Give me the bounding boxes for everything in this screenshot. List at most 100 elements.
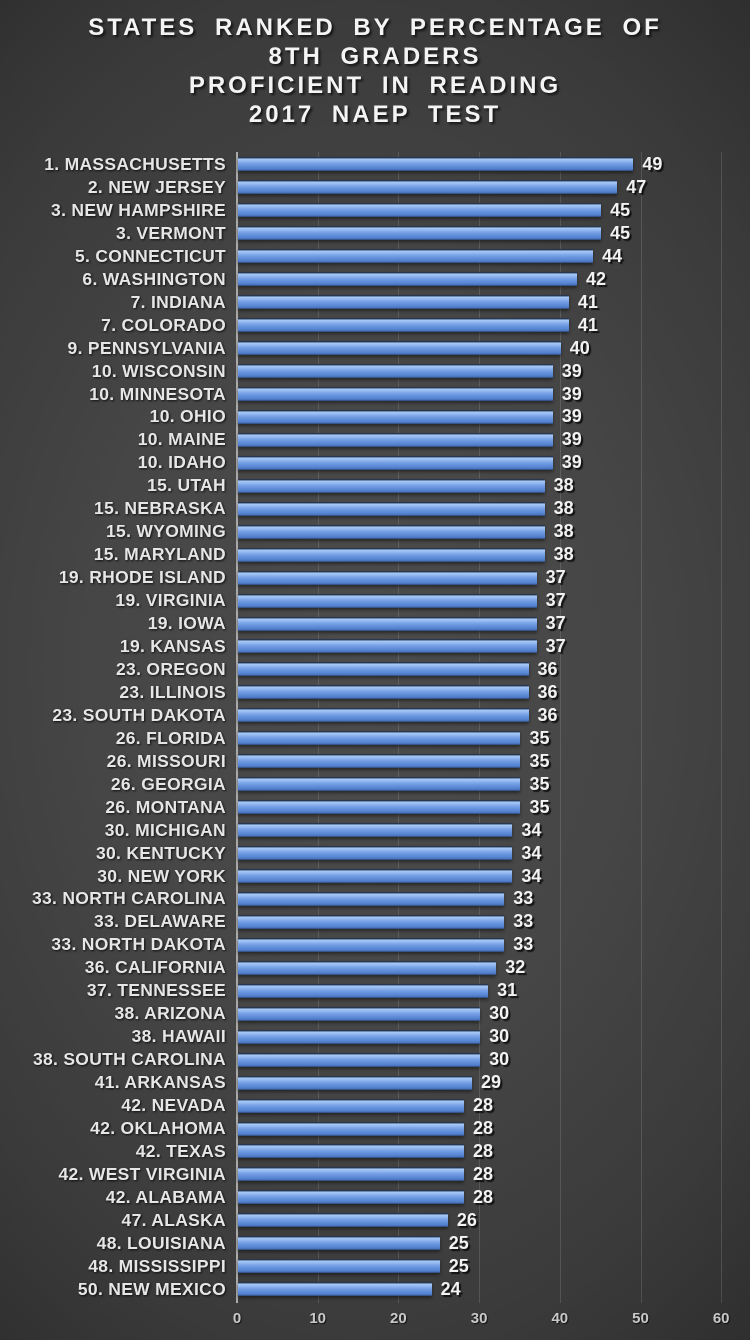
- value-label: 33: [513, 934, 534, 955]
- bar-track: 31: [238, 980, 750, 1001]
- bar-track: 36: [238, 682, 750, 703]
- value-label: 37: [545, 567, 566, 588]
- bar-track: 42: [238, 269, 750, 290]
- table-row: 30. KENTUCKY 34: [0, 842, 750, 865]
- value-label: 39: [561, 406, 582, 427]
- state-label: 26. MONTANA: [105, 796, 226, 817]
- value-label: 38: [553, 498, 574, 519]
- table-row: 19. IOWA 37: [0, 612, 750, 635]
- state-label: 26. MISSOURI: [106, 750, 226, 771]
- state-label: 3. VERMONT: [116, 222, 226, 243]
- bar-track: 34: [238, 820, 750, 841]
- table-row: 50. NEW MEXICO 24: [0, 1278, 750, 1301]
- bar: [238, 662, 529, 677]
- state-label: 26. GEORGIA: [110, 773, 226, 794]
- bar-track: 41: [238, 315, 750, 336]
- bar: [238, 387, 553, 401]
- bar: [238, 203, 602, 218]
- bar: [238, 1121, 464, 1136]
- bar: [238, 1052, 481, 1067]
- bar-track: 33: [238, 911, 750, 932]
- y-axis-line: [236, 152, 238, 1303]
- table-row: 6. WASHINGTON 42: [0, 268, 750, 291]
- value-label: 45: [610, 199, 631, 220]
- bar-track: 30: [238, 1003, 750, 1024]
- state-label: 19. VIRGINIA: [115, 590, 226, 611]
- table-row: 26. MISSOURI 35: [0, 750, 750, 773]
- state-label: 33. NORTH DAKOTA: [51, 934, 226, 955]
- bar: [238, 272, 577, 287]
- value-label: 49: [642, 153, 663, 174]
- x-tick-label: 10: [309, 1310, 327, 1327]
- bar-track: 39: [238, 429, 750, 450]
- bar: [238, 708, 529, 723]
- table-row: 42. TEXAS 28: [0, 1140, 750, 1163]
- bar: [238, 937, 505, 952]
- state-label: 19. IOWA: [147, 613, 226, 634]
- value-label: 36: [537, 658, 558, 679]
- value-label: 28: [472, 1095, 493, 1116]
- state-label: 10. OHIO: [149, 406, 226, 427]
- value-label: 32: [505, 957, 526, 978]
- state-label: 7. INDIANA: [130, 291, 226, 312]
- bar-track: 30: [238, 1049, 750, 1070]
- bar-track: 36: [238, 659, 750, 680]
- bar: [238, 1098, 464, 1113]
- bar-track: 37: [238, 567, 750, 588]
- bar-track: 28: [238, 1118, 750, 1139]
- bar-track: 34: [238, 843, 750, 864]
- value-label: 36: [537, 681, 558, 702]
- table-row: 19. VIRGINIA 37: [0, 589, 750, 612]
- bar-track: 28: [238, 1164, 750, 1185]
- state-label: 48. MISSISSIPPI: [88, 1255, 226, 1276]
- table-row: 26. MONTANA 35: [0, 796, 750, 819]
- state-label: 15. WYOMING: [106, 521, 226, 542]
- table-row: 15. NEBRASKA 38: [0, 497, 750, 520]
- state-label: 1. MASSACHUSETTS: [44, 153, 226, 174]
- bar-track: 35: [238, 797, 750, 818]
- bar-track: 29: [238, 1072, 750, 1093]
- table-row: 23. SOUTH DAKOTA 36: [0, 704, 750, 727]
- state-label: 33. NORTH CAROLINA: [31, 888, 226, 909]
- value-label: 37: [545, 635, 566, 656]
- bar: [238, 891, 505, 906]
- value-label: 35: [529, 750, 550, 771]
- bar-track: 33: [238, 934, 750, 955]
- state-label: 38. ARIZONA: [114, 1003, 226, 1024]
- value-label: 35: [529, 727, 550, 748]
- bar-track: 38: [238, 544, 750, 565]
- table-row: 30. NEW YORK 34: [0, 865, 750, 888]
- bar: [238, 570, 537, 585]
- bar: [238, 593, 537, 608]
- value-label: 28: [472, 1118, 493, 1138]
- value-label: 38: [553, 544, 574, 565]
- bar-track: 36: [238, 705, 750, 726]
- state-label: 48. LOUISIANA: [96, 1232, 226, 1253]
- table-row: 1. MASSACHUSETTS 49: [0, 153, 750, 176]
- table-row: 19. KANSAS 37: [0, 635, 750, 658]
- table-row: 10. MINNESOTA 39: [0, 383, 750, 406]
- value-label: 45: [610, 222, 631, 243]
- state-label: 42. ALABAMA: [105, 1186, 226, 1207]
- bar-track: 40: [238, 338, 750, 359]
- bar: [238, 1029, 481, 1044]
- bar-track: 38: [238, 498, 750, 519]
- value-label: 29: [481, 1072, 502, 1093]
- table-row: 2. NEW JERSEY 47: [0, 176, 750, 199]
- bar: [238, 1006, 481, 1021]
- bar: [238, 501, 545, 516]
- state-label: 23. SOUTH DAKOTA: [52, 704, 226, 725]
- value-label: 28: [472, 1163, 493, 1184]
- table-row: 41. ARKANSAS 29: [0, 1071, 750, 1094]
- table-row: 3. VERMONT 45: [0, 222, 750, 245]
- bar: [238, 754, 521, 769]
- table-row: 10. MAINE 39: [0, 428, 750, 451]
- title-line-1: STATES RANKED BY PERCENTAGE OF: [88, 14, 662, 41]
- bar: [238, 983, 489, 998]
- table-row: 5. CONNECTICUT 44: [0, 245, 750, 268]
- gridline: [317, 152, 319, 1303]
- state-label: 50. NEW MEXICO: [77, 1278, 226, 1299]
- table-row: 7. COLORADO 41: [0, 314, 750, 337]
- table-row: 42. NEVADA 28: [0, 1094, 750, 1117]
- state-label: 15. MARYLAND: [93, 544, 226, 565]
